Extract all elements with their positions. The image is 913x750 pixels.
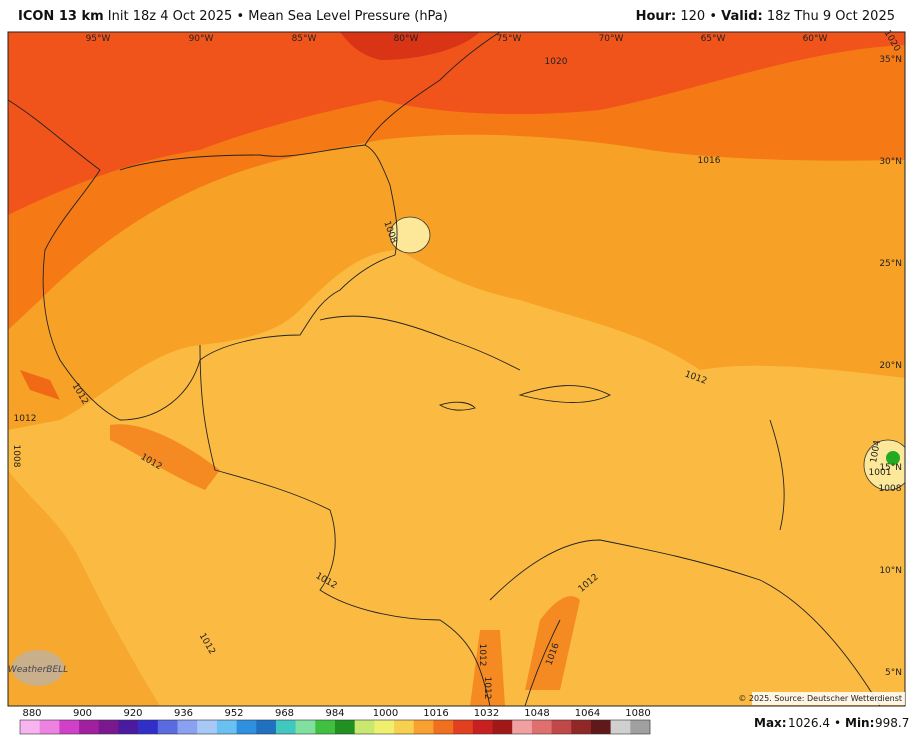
longitude-label: 95°W bbox=[86, 34, 111, 44]
colorbar-label: 1000 bbox=[373, 708, 398, 719]
min-label: Min: bbox=[845, 716, 874, 730]
colorbar-label: 952 bbox=[224, 708, 243, 719]
colorbar-label: 984 bbox=[325, 708, 344, 719]
model: ICON 13 km bbox=[18, 9, 104, 24]
sep: • bbox=[834, 716, 841, 730]
hour-label: Hour: bbox=[635, 9, 677, 24]
contour-label: 1008 bbox=[879, 484, 902, 494]
colorbar-swatch bbox=[39, 720, 60, 734]
colorbar-swatch bbox=[315, 720, 336, 734]
latitude-label: 5°N bbox=[885, 668, 902, 678]
colorbar-label: 1032 bbox=[474, 708, 499, 719]
longitude-label: 65°W bbox=[701, 34, 726, 44]
colorbar-swatch bbox=[354, 720, 375, 734]
contour-label: 1004 bbox=[869, 439, 883, 464]
map-frame bbox=[7, 31, 906, 707]
colorbar-label: 1016 bbox=[423, 708, 448, 719]
colorbar-swatch bbox=[138, 720, 159, 734]
colorbar-label: 936 bbox=[174, 708, 193, 719]
longitude-labels: 95°W 90°W 85°W 80°W 75°W 70°W 65°W 60°W bbox=[86, 34, 828, 44]
contour-label: 1001 bbox=[869, 468, 892, 478]
colorbar-swatch bbox=[571, 720, 592, 734]
latitude-labels: 35°N 30°N 25°N 20°N 15°N 10°N 5°N bbox=[879, 55, 902, 678]
latitude-label: 25°N bbox=[879, 259, 902, 269]
longitude-label: 90°W bbox=[189, 34, 214, 44]
contour-label: 1008 bbox=[11, 445, 21, 468]
contour-label: 1020 bbox=[545, 57, 568, 67]
colorbar-label: 920 bbox=[123, 708, 142, 719]
colorbar-swatch bbox=[98, 720, 119, 734]
latitude-label: 20°N bbox=[879, 361, 902, 371]
colorbar-swatch bbox=[590, 720, 611, 734]
latitude-label: 10°N bbox=[879, 566, 902, 576]
colorbar-swatch bbox=[275, 720, 296, 734]
latitude-label: 35°N bbox=[879, 55, 902, 65]
colorbar-label: 880 bbox=[22, 708, 41, 719]
init: Init 18z 4 Oct 2025 bbox=[107, 9, 233, 24]
colorbar-frame bbox=[19, 719, 651, 735]
colorbar: 880 900 920 936 952 968 984 1000 1016 1032 1048 106… bbox=[19, 708, 651, 735]
field: Mean Sea Level Pressure (hPa) bbox=[248, 9, 448, 24]
colorbar-swatch bbox=[413, 720, 434, 734]
colorbar-swatch bbox=[118, 720, 139, 734]
colorbar-swatch bbox=[394, 720, 415, 734]
latitude-label: 15°N bbox=[879, 463, 902, 473]
min-value: 998.7 bbox=[875, 716, 909, 730]
valid-label: Valid: bbox=[721, 9, 763, 24]
colorbar-swatch bbox=[295, 720, 316, 734]
colorbar-label: 1080 bbox=[625, 708, 650, 719]
latitude-label: 30°N bbox=[879, 157, 902, 167]
colorbar-swatch bbox=[59, 720, 80, 734]
max-value: 1026.4 bbox=[788, 716, 830, 730]
contour-label: 1012 bbox=[14, 414, 37, 424]
colorbar-label: 968 bbox=[275, 708, 294, 719]
colorbar-swatch bbox=[492, 720, 513, 734]
colorbar-swatch bbox=[79, 720, 100, 734]
colorbar-swatch bbox=[177, 720, 198, 734]
colorbar-label: 1064 bbox=[575, 708, 600, 719]
colorbar-swatch bbox=[472, 720, 493, 734]
colorbar-swatch bbox=[157, 720, 178, 734]
longitude-label: 80°W bbox=[394, 34, 419, 44]
valid: 18z Thu 9 Oct 2025 bbox=[766, 9, 895, 24]
colorbar-swatch bbox=[335, 720, 355, 734]
colorbar-swatch bbox=[374, 720, 395, 734]
header-right: Hour: 120 • Valid: 18z Thu 9 Oct 2025 bbox=[635, 9, 895, 24]
contour-label: 1012 bbox=[477, 644, 487, 667]
colorbar-swatch bbox=[531, 720, 552, 734]
colorbar-swatch bbox=[512, 720, 533, 734]
colorbar-swatch bbox=[453, 720, 474, 734]
colorbar-swatch bbox=[630, 720, 651, 734]
colorbar-swatch bbox=[20, 720, 40, 734]
colorbar-label: 1048 bbox=[524, 708, 549, 719]
logo-text: WeatherBELL bbox=[8, 665, 68, 675]
longitude-label: 60°W bbox=[803, 34, 828, 44]
hour: 120 bbox=[680, 9, 706, 24]
colorbar-swatch bbox=[236, 720, 257, 734]
colorbar-swatch bbox=[610, 720, 631, 734]
longitude-label: 70°W bbox=[599, 34, 624, 44]
colorbar-swatch bbox=[256, 720, 277, 734]
contour-label: 1016 bbox=[698, 156, 721, 166]
colorbar-swatch bbox=[197, 720, 218, 734]
header-left: ICON 13 km Init 18z 4 Oct 2025 • Mean Se… bbox=[18, 9, 448, 24]
colorbar-swatch bbox=[433, 720, 454, 734]
colorbar-label: 900 bbox=[73, 708, 92, 719]
credit: © 2025. Source: Deutscher Wetterdienst bbox=[738, 694, 902, 703]
pressure-field bbox=[8, 32, 905, 706]
max-label: Max: bbox=[754, 716, 787, 730]
logo: WeatherBELL bbox=[8, 650, 68, 686]
coastlines bbox=[8, 32, 881, 706]
longitude-label: 75°W bbox=[497, 34, 522, 44]
contour-label: 1012 bbox=[482, 677, 492, 700]
colorbar-swatch bbox=[551, 720, 572, 734]
longitude-label: 85°W bbox=[292, 34, 317, 44]
colorbar-swatch bbox=[216, 720, 237, 734]
